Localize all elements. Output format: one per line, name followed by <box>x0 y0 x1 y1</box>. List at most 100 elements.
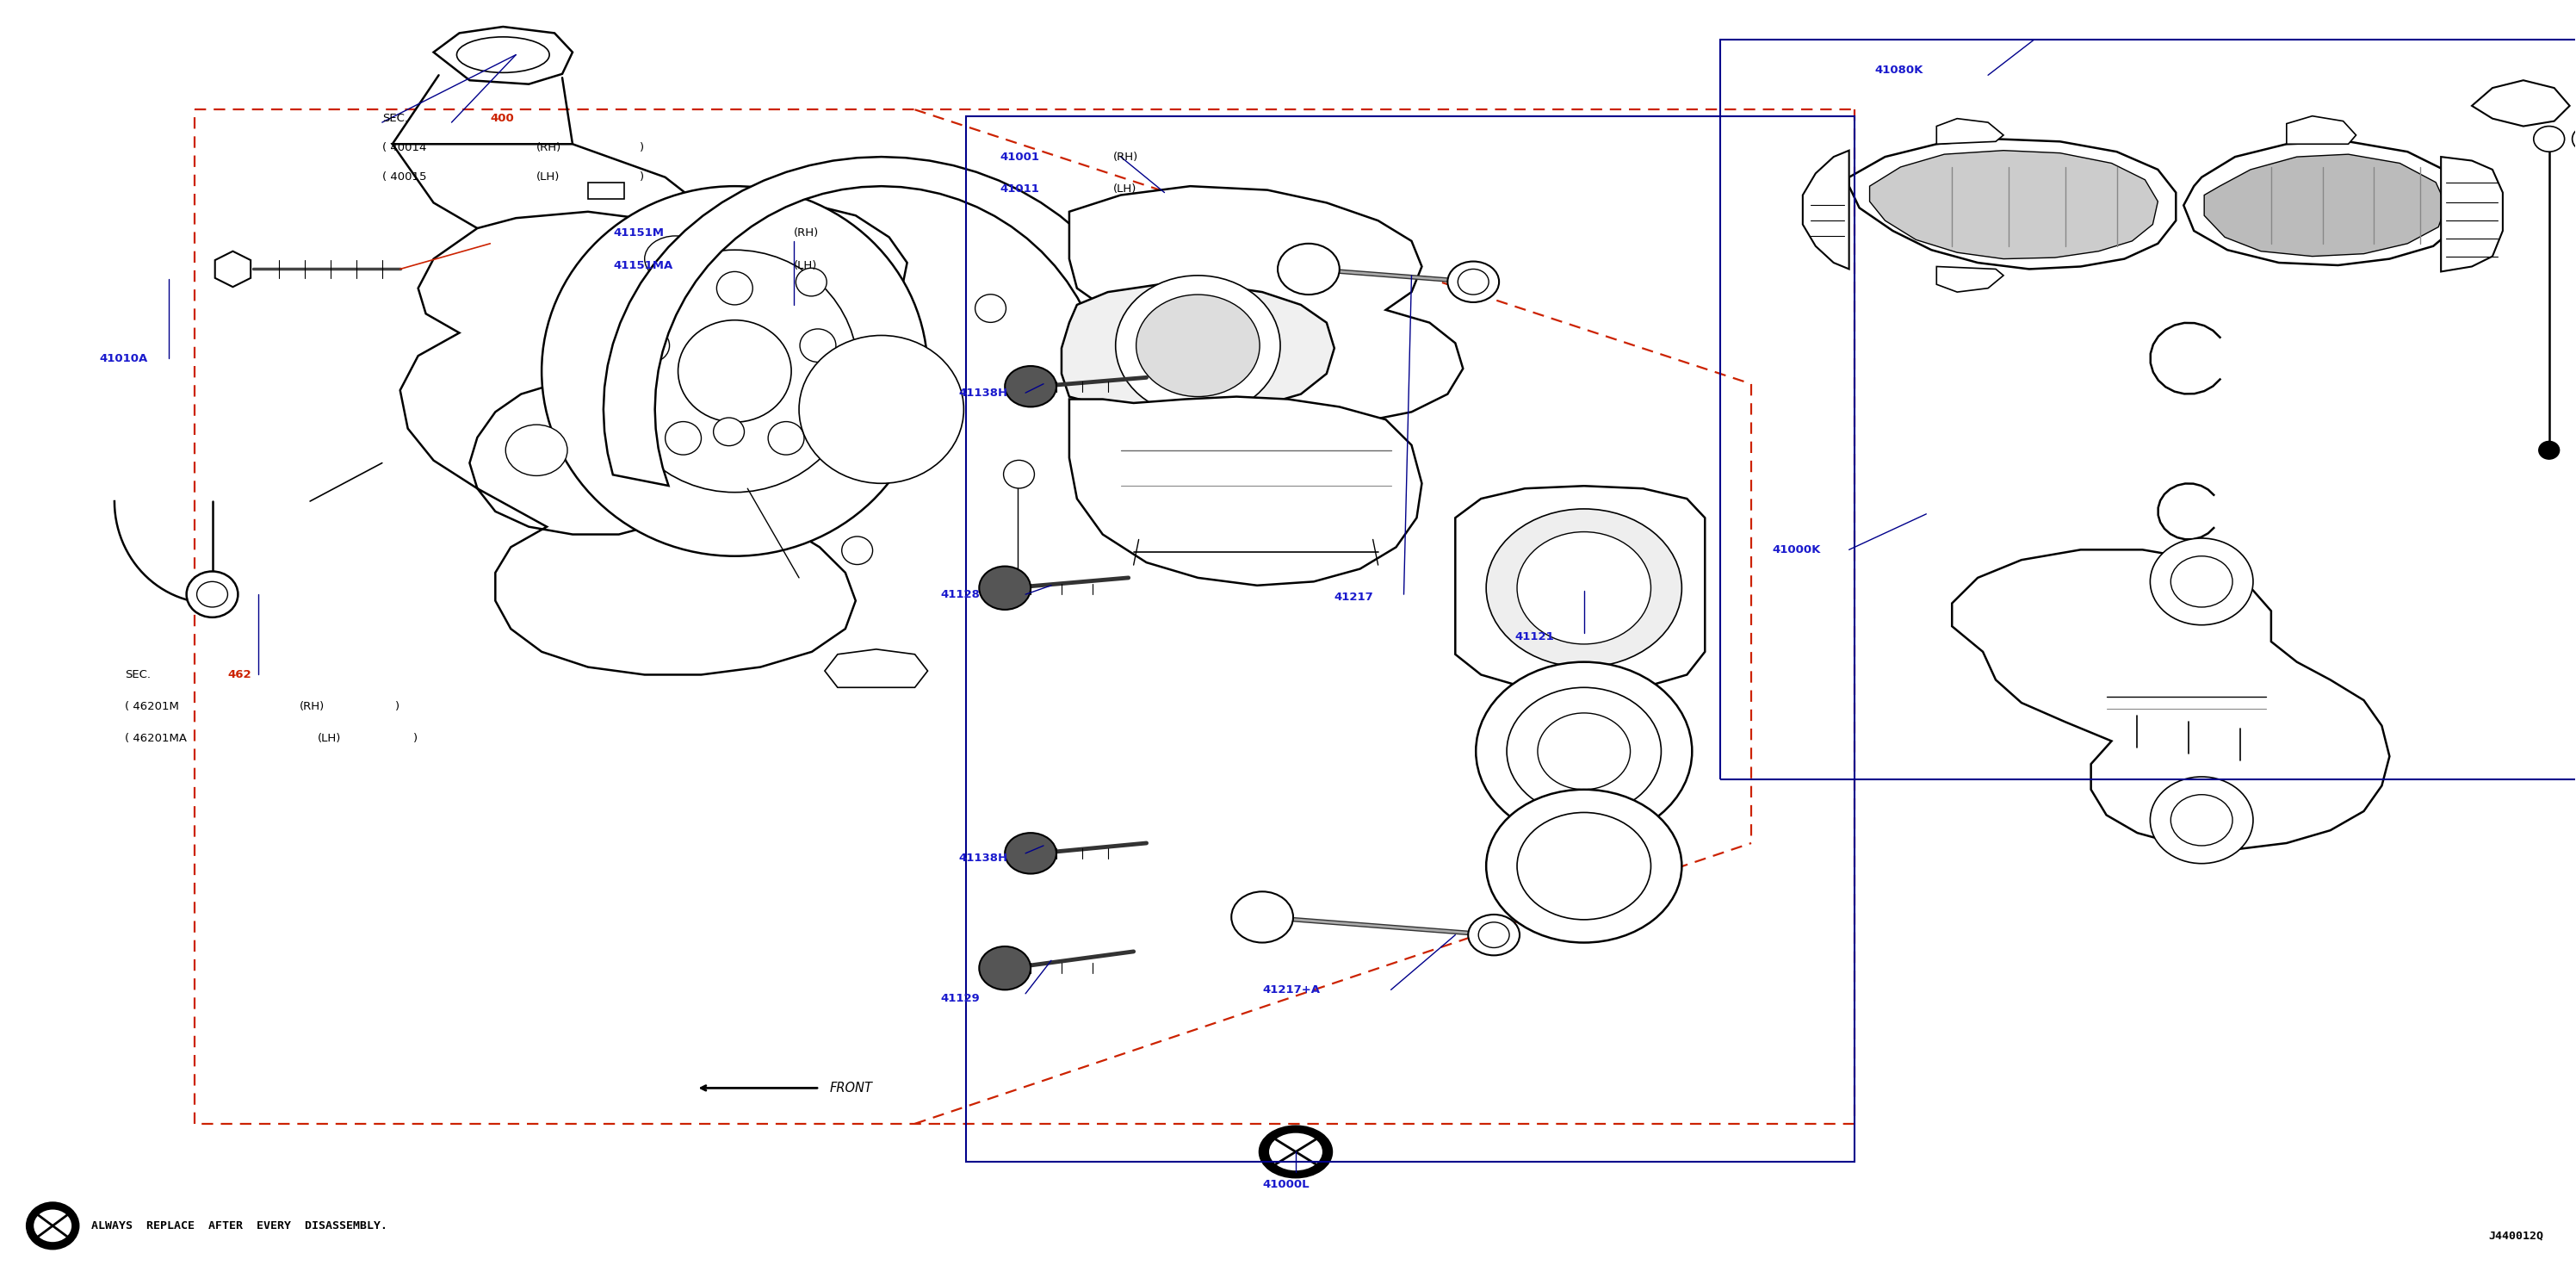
Ellipse shape <box>1231 892 1293 943</box>
Text: ): ) <box>639 171 644 183</box>
Text: 41129: 41129 <box>940 993 979 1005</box>
Polygon shape <box>433 27 572 84</box>
Text: ): ) <box>394 702 399 712</box>
Text: 41000K: 41000K <box>1772 544 1821 556</box>
Bar <box>1721 40 2576 780</box>
Ellipse shape <box>1082 386 1133 432</box>
Polygon shape <box>1937 119 2004 144</box>
Text: 41001: 41001 <box>999 151 1038 162</box>
Polygon shape <box>1455 486 1705 693</box>
Text: 41138H: 41138H <box>958 852 1007 864</box>
Ellipse shape <box>1448 262 1499 302</box>
Text: 41217+A: 41217+A <box>1262 984 1319 996</box>
Polygon shape <box>1953 550 2391 850</box>
Text: 400: 400 <box>489 112 515 124</box>
Text: 41138H: 41138H <box>958 387 1007 399</box>
Ellipse shape <box>714 418 744 446</box>
Ellipse shape <box>1005 833 1056 874</box>
Polygon shape <box>2473 81 2571 127</box>
Text: ( 46201MA: ( 46201MA <box>124 732 185 744</box>
Text: (LH): (LH) <box>1113 183 1136 194</box>
Ellipse shape <box>33 1210 70 1241</box>
Ellipse shape <box>1005 366 1056 406</box>
Ellipse shape <box>796 268 827 296</box>
Ellipse shape <box>1260 1126 1332 1177</box>
Polygon shape <box>824 649 927 688</box>
Text: 41151MA: 41151MA <box>613 259 672 271</box>
Polygon shape <box>587 183 623 199</box>
Polygon shape <box>399 199 907 675</box>
Ellipse shape <box>1476 662 1692 841</box>
Ellipse shape <box>1538 713 1631 790</box>
Ellipse shape <box>801 328 835 362</box>
Ellipse shape <box>2573 127 2576 152</box>
Ellipse shape <box>541 187 927 556</box>
Ellipse shape <box>665 422 701 455</box>
Text: (RH): (RH) <box>1113 151 1139 162</box>
Ellipse shape <box>1486 509 1682 667</box>
Text: ): ) <box>412 732 417 744</box>
Ellipse shape <box>2172 795 2233 846</box>
Text: ALWAYS  REPLACE  AFTER  EVERY  DISASSEMBLY.: ALWAYS REPLACE AFTER EVERY DISASSEMBLY. <box>90 1220 386 1232</box>
Text: 41010A: 41010A <box>98 353 147 364</box>
Ellipse shape <box>1270 1134 1321 1169</box>
Text: ( 46201M: ( 46201M <box>124 702 178 712</box>
Text: ( 40014: ( 40014 <box>381 142 425 153</box>
Ellipse shape <box>456 37 549 73</box>
Bar <box>966 116 1855 1162</box>
Text: SEC.: SEC. <box>124 670 149 680</box>
Text: 41011: 41011 <box>999 183 1038 194</box>
Ellipse shape <box>644 236 706 282</box>
Ellipse shape <box>1136 295 1260 396</box>
Ellipse shape <box>979 566 1030 610</box>
Ellipse shape <box>976 294 1007 322</box>
Text: (RH): (RH) <box>536 142 562 153</box>
Polygon shape <box>2184 142 2468 266</box>
Ellipse shape <box>677 320 791 422</box>
Text: (LH): (LH) <box>317 732 340 744</box>
Ellipse shape <box>2540 441 2561 459</box>
Polygon shape <box>1937 267 2004 293</box>
Text: 41080K: 41080K <box>1875 64 1924 75</box>
Ellipse shape <box>1486 790 1682 943</box>
Polygon shape <box>214 252 250 288</box>
Polygon shape <box>603 157 1159 535</box>
Ellipse shape <box>26 1203 77 1249</box>
Ellipse shape <box>768 422 804 455</box>
Ellipse shape <box>1005 460 1036 488</box>
Ellipse shape <box>1517 532 1651 644</box>
Text: 462: 462 <box>227 670 252 680</box>
Ellipse shape <box>1517 813 1651 920</box>
Polygon shape <box>2205 155 2447 257</box>
Text: 41121: 41121 <box>1515 631 1553 642</box>
Polygon shape <box>392 144 701 250</box>
Text: ): ) <box>639 142 644 153</box>
Text: (LH): (LH) <box>793 259 817 271</box>
Ellipse shape <box>629 293 670 322</box>
Ellipse shape <box>611 250 858 492</box>
Text: FRONT: FRONT <box>829 1081 873 1094</box>
Ellipse shape <box>1115 276 1280 415</box>
Ellipse shape <box>716 272 752 304</box>
Ellipse shape <box>1479 923 1510 948</box>
Text: (RH): (RH) <box>793 227 819 239</box>
Text: 41151M: 41151M <box>613 227 665 239</box>
Ellipse shape <box>2172 556 2233 607</box>
Ellipse shape <box>2535 127 2566 152</box>
Text: (LH): (LH) <box>536 171 559 183</box>
Polygon shape <box>1069 187 1463 424</box>
Polygon shape <box>2442 157 2504 272</box>
Ellipse shape <box>196 581 227 607</box>
Polygon shape <box>1069 396 1422 585</box>
Ellipse shape <box>1458 270 1489 295</box>
Text: (RH): (RH) <box>299 702 325 712</box>
Polygon shape <box>1061 285 1334 412</box>
Polygon shape <box>2287 116 2357 144</box>
Text: ( 40015: ( 40015 <box>381 171 428 183</box>
Text: SEC.: SEC. <box>381 112 407 124</box>
Ellipse shape <box>185 571 237 617</box>
Ellipse shape <box>799 335 963 483</box>
Text: 41000L: 41000L <box>1262 1180 1309 1191</box>
Text: J440012Q: J440012Q <box>2488 1231 2545 1242</box>
Text: 41217: 41217 <box>1334 592 1373 602</box>
